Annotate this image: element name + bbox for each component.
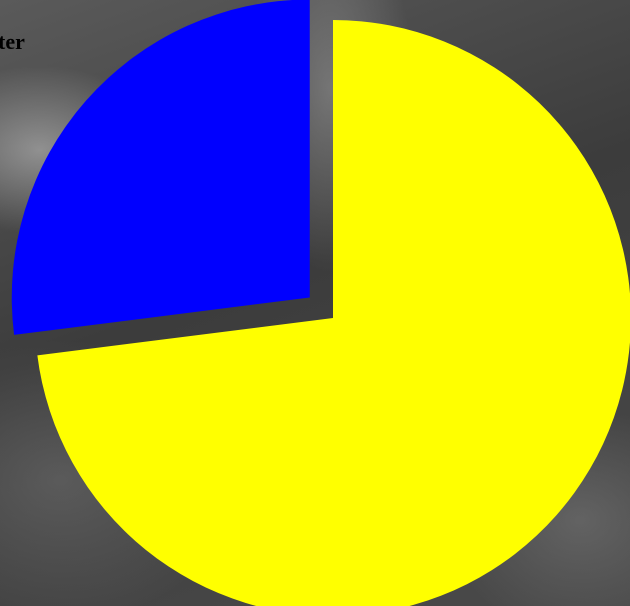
pie-slice — [37, 20, 630, 606]
chart-title: ter — [0, 29, 25, 54]
pie-slice — [11, 0, 310, 335]
